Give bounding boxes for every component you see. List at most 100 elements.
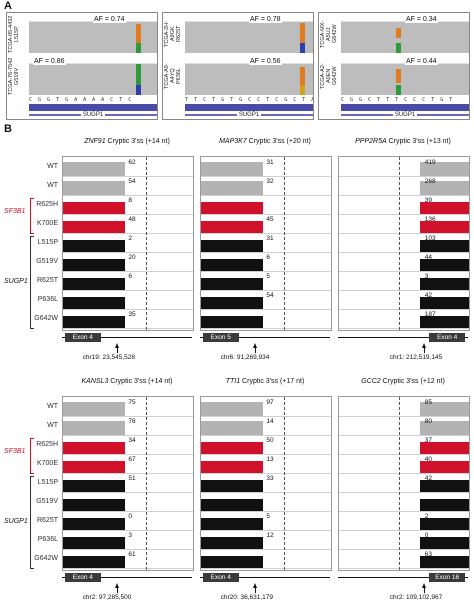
variant-marker bbox=[299, 43, 305, 53]
panel-b-letter: B bbox=[4, 123, 12, 135]
coverage-fill bbox=[63, 441, 126, 454]
allele-frequency-label: AF = 0.74 bbox=[93, 16, 126, 23]
read-count: 20 bbox=[128, 254, 136, 261]
genomic-coordinate: chr1: 212,519,145 bbox=[389, 354, 443, 361]
read-count: 78 bbox=[128, 418, 136, 425]
coverage-fill bbox=[419, 277, 469, 290]
coverage-fill bbox=[63, 239, 126, 252]
read-count: 13 bbox=[266, 456, 274, 463]
genomic-coordinate: chr2: 97,285,500 bbox=[82, 594, 132, 601]
sample-label: TCGA-A9-A4YQ P636L bbox=[164, 57, 184, 95]
coverage-row: 2 bbox=[63, 233, 193, 253]
read-count: 45 bbox=[266, 216, 274, 223]
exon-box: Exon 5 bbox=[202, 333, 239, 342]
coverage-row: 12 bbox=[201, 530, 331, 550]
cryptic-site-line bbox=[398, 397, 400, 570]
read-count: 5 bbox=[266, 513, 271, 520]
cryptic-site-line bbox=[146, 397, 148, 570]
coverage-fill bbox=[63, 420, 126, 435]
sf3b1-bracket bbox=[30, 438, 34, 474]
variant-marker bbox=[395, 85, 401, 95]
row-label: WT bbox=[47, 422, 58, 429]
read-count: 34 bbox=[128, 437, 136, 444]
coverage-row: 35 bbox=[63, 309, 193, 329]
row-label: WT bbox=[47, 163, 58, 170]
coverage-row: 419 bbox=[339, 157, 469, 177]
variant-marker bbox=[136, 43, 142, 53]
allele-frequency-label: AF = 0.86 bbox=[33, 58, 66, 65]
coverage-fill bbox=[63, 161, 126, 176]
coverage-fill bbox=[419, 401, 469, 416]
splice-site-arrow-stem bbox=[254, 347, 256, 353]
panel-title: MAP3K7 Cryptic 3'ss (+20 nt) bbox=[200, 138, 330, 145]
read-coverage-track bbox=[29, 21, 157, 53]
gene-label: SUGP1 bbox=[80, 112, 106, 118]
read-count: 42 bbox=[424, 475, 433, 482]
intron-line bbox=[338, 337, 468, 338]
row-label: P636L bbox=[37, 296, 58, 303]
allele-frequency-label: AF = 0.44 bbox=[405, 58, 438, 65]
sugp1-group-label: SUGP1 bbox=[4, 517, 28, 525]
row-label: L515P bbox=[37, 239, 58, 246]
read-count: 42 bbox=[424, 292, 433, 299]
read-count: 419 bbox=[424, 159, 436, 166]
variant-marker bbox=[395, 27, 401, 39]
coverage-fill bbox=[419, 201, 469, 214]
coverage-fill bbox=[419, 517, 469, 530]
coverage-panel: 97 14 50 13 33 5 12 bbox=[200, 396, 332, 571]
coverage-row: 50 bbox=[201, 435, 331, 455]
coverage-fill bbox=[63, 315, 126, 328]
read-count: 63 bbox=[424, 551, 433, 558]
coverage-fill bbox=[419, 239, 469, 252]
read-coverage-track bbox=[341, 21, 469, 53]
coverage-row: 78 bbox=[63, 416, 193, 436]
allele-frequency-label: AF = 0.34 bbox=[405, 16, 438, 23]
coverage-row: 187 bbox=[339, 309, 469, 329]
coverage-row: 80 bbox=[339, 416, 469, 436]
coverage-fill bbox=[63, 555, 126, 568]
read-count: 51 bbox=[128, 475, 136, 482]
coverage-fill bbox=[63, 258, 126, 271]
coverage-row: 32 bbox=[201, 176, 331, 196]
igv-screenshot: TCGA-05-4432 L515P AF = 0.74 TCGA-76-7542 G5… bbox=[6, 12, 158, 120]
coverage-row: 54 bbox=[201, 290, 331, 310]
read-count: 5 bbox=[266, 273, 271, 280]
cryptic-site-label: Cryptic 3'ss (+20 nt) bbox=[246, 138, 311, 145]
coverage-panel: 62 54 8 48 2 20 6 35 bbox=[62, 156, 194, 331]
exon-box: Exon 16 bbox=[429, 573, 466, 582]
read-count: 12 bbox=[266, 532, 274, 539]
cryptic-site-line bbox=[284, 397, 286, 570]
coverage-fill bbox=[201, 460, 264, 473]
read-count: 37 bbox=[424, 437, 433, 444]
coverage-fill bbox=[419, 479, 469, 492]
genomic-coordinate: chr20: 36,631,179 bbox=[220, 594, 273, 601]
coverage-row: 3 bbox=[63, 530, 193, 550]
coverage-row: 6 bbox=[201, 252, 331, 272]
exon-box: Exon 4 bbox=[202, 573, 239, 582]
coverage-row: 75 bbox=[63, 397, 193, 417]
coverage-row: 40 bbox=[339, 454, 469, 474]
coverage-row: 62 bbox=[63, 157, 193, 177]
gene-track: SUGP1 bbox=[185, 111, 313, 119]
variant-marker bbox=[299, 85, 305, 95]
read-count: 32 bbox=[266, 178, 274, 185]
gene-track: SUGP1 bbox=[29, 111, 157, 119]
nucleotide-sequence: C G G T G A A A A C T C bbox=[29, 97, 133, 103]
cryptic-site-line bbox=[146, 157, 148, 330]
coverage-row: 2 bbox=[339, 511, 469, 531]
coverage-row: 61 bbox=[63, 549, 193, 569]
sample-mutation: G642W bbox=[332, 66, 338, 86]
coverage-fill bbox=[201, 441, 264, 454]
variant-marker bbox=[136, 85, 142, 95]
coverage-row: 6 bbox=[63, 271, 193, 291]
gene-label: SUGP1 bbox=[236, 112, 262, 118]
cryptic-site-label: Cryptic 3'ss (+14 nt) bbox=[108, 378, 173, 385]
coverage-row: 67 bbox=[63, 454, 193, 474]
allele-frequency-label: AF = 0.56 bbox=[249, 58, 282, 65]
coverage-fill bbox=[201, 555, 264, 568]
read-count: 97 bbox=[266, 399, 274, 406]
read-count: 268 bbox=[424, 178, 436, 185]
coverage-fill bbox=[63, 201, 126, 214]
variant-marker bbox=[395, 43, 401, 53]
variant-marker bbox=[299, 23, 305, 49]
